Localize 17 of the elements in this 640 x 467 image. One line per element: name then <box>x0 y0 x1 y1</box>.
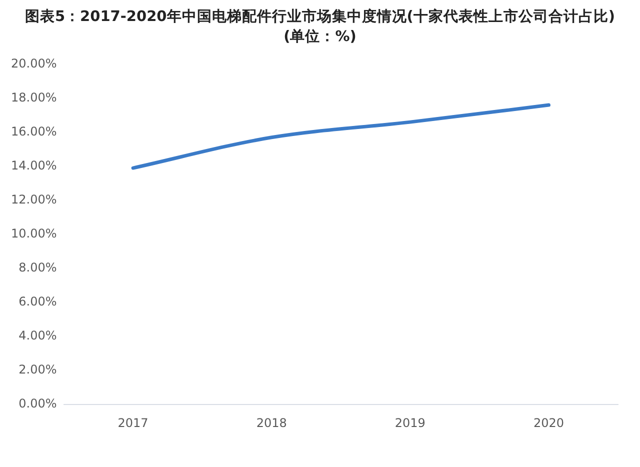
chart-title: 图表5：2017-2020年中国电梯配件行业市场集中度情况(十家代表性上市公司合计占比)(单位：%) <box>24 7 616 47</box>
y-tick-label: 4.00% <box>18 328 57 343</box>
line-series <box>131 103 550 170</box>
y-tick-label: 14.00% <box>10 158 57 172</box>
y-tick-label: 18.00% <box>10 90 57 104</box>
x-tick-label: 2018 <box>256 416 287 430</box>
y-tick-label: 2.00% <box>18 362 57 377</box>
y-tick-label: 0.00% <box>18 396 57 411</box>
y-tick-label: 8.00% <box>18 260 57 275</box>
y-tick-label: 12.00% <box>10 192 57 206</box>
x-tick-label: 2019 <box>394 416 426 430</box>
y-tick-label: 10.00% <box>10 226 57 241</box>
y-tick-label: 6.00% <box>18 294 57 309</box>
y-tick-label: 16.00% <box>10 124 57 138</box>
y-tick-label: 20.00% <box>10 56 57 70</box>
x-tick-label: 2017 <box>118 416 148 430</box>
x-tick-label: 2020 <box>533 416 564 430</box>
